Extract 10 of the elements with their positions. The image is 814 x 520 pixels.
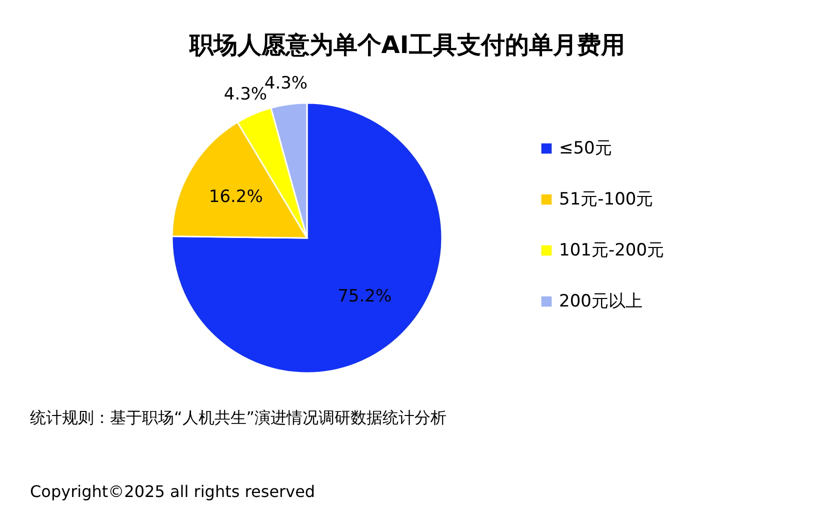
data-label: 75.2% <box>338 286 392 306</box>
legend-label: 51元-100元 <box>559 190 654 210</box>
pie-slice <box>171 102 443 374</box>
text: 统计规则：基于职场“人机共生”演进情况调研数据统计分析 <box>30 408 447 427</box>
legend-label: 200元以上 <box>559 292 642 312</box>
legend-label: ≤50元 <box>559 138 612 158</box>
legend-label: 101元-200元 <box>559 240 664 260</box>
chart-title: 职场人愿意为单个AI工具支付的单月费用 <box>188 31 625 59</box>
data-label: 16.2% <box>208 187 263 208</box>
text: Copyright©2025 all rights reserved <box>30 482 316 501</box>
